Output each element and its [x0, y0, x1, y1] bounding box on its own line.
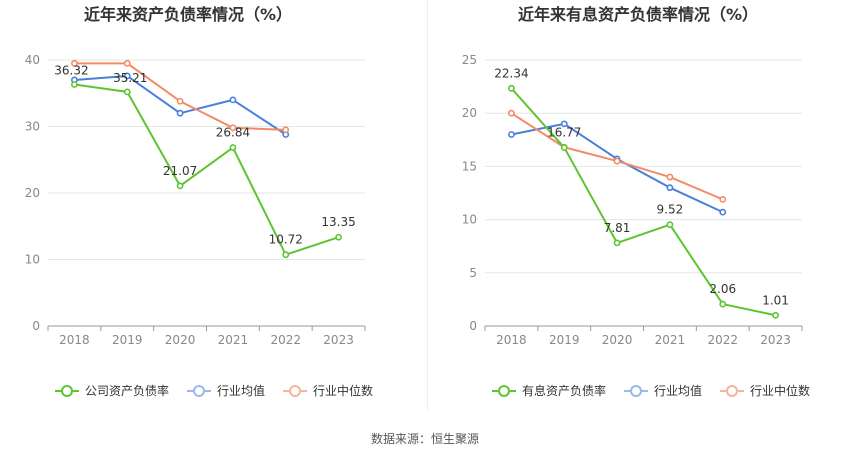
x-tick-label: 2023	[760, 333, 791, 347]
data-point	[282, 126, 290, 134]
x-tick-label: 2023	[323, 333, 354, 347]
y-tick-label: 40	[25, 53, 40, 67]
legend-item[interactable]: 行业均值	[624, 383, 702, 398]
legend-item[interactable]: 行业均值	[187, 383, 265, 398]
data-point	[335, 233, 342, 241]
data-point	[508, 109, 515, 117]
x-tick-label: 2022	[270, 333, 301, 347]
data-point	[229, 124, 237, 132]
legend-label: 有息资产负债率	[522, 383, 606, 398]
y-tick-label: 15	[462, 159, 477, 173]
data-point	[508, 131, 515, 138]
data-source: 数据来源：恒生聚源	[370, 432, 479, 446]
legend-label: 行业中位数	[750, 383, 810, 398]
legend-marker	[289, 385, 301, 397]
data-label: 7.81	[604, 221, 631, 235]
data-point	[282, 251, 290, 259]
data-point	[229, 144, 237, 151]
data-point	[71, 81, 78, 88]
data-point	[508, 84, 515, 92]
panel-divider	[427, 0, 428, 410]
data-label: 35.21	[113, 71, 147, 85]
data-point	[719, 195, 727, 203]
legend-marker	[498, 385, 510, 397]
data-label: 2.06	[709, 282, 736, 296]
legend-label: 行业均值	[654, 383, 702, 398]
data-point	[176, 182, 184, 190]
series-line	[74, 83, 339, 256]
data-point	[719, 300, 727, 308]
chart-interest-debt-ratio: 近年来有息资产负债率情况（%） 0 5 10 15 20 25 2018 2019 2020 202…	[462, 5, 810, 398]
chart-title: 近年来有息资产负债率情况（%）	[518, 5, 758, 24]
x-tick-label: 2018	[59, 333, 90, 347]
data-point	[176, 109, 184, 117]
data-point	[613, 157, 621, 165]
legend-label: 行业中位数	[313, 383, 373, 398]
data-label: 16.77	[547, 126, 581, 140]
x-tick-label: 2021	[218, 333, 249, 347]
x-tick-label: 2018	[496, 333, 527, 347]
legend-item[interactable]: 行业中位数	[720, 383, 810, 398]
x-tick-label: 2021	[655, 333, 686, 347]
series-line	[74, 74, 287, 136]
data-label: 22.34	[494, 66, 528, 80]
data-point	[560, 144, 568, 151]
data-point	[123, 88, 131, 96]
legend-item[interactable]: 公司资产负债率	[55, 383, 169, 398]
data-point	[666, 184, 674, 192]
data-point	[666, 173, 674, 181]
y-tick-label: 5	[469, 266, 477, 280]
data-label: 36.32	[54, 63, 88, 77]
chart-title: 近年来资产负债率情况（%）	[84, 5, 292, 24]
x-tick-label: 2022	[707, 333, 738, 347]
y-tick-label: 20	[462, 106, 477, 120]
data-point	[176, 97, 184, 105]
data-label: 13.35	[321, 215, 355, 229]
y-tick-label: 0	[469, 319, 477, 333]
data-point	[772, 311, 779, 319]
y-tick-label: 20	[25, 186, 40, 200]
data-label: 1.01	[762, 293, 789, 307]
data-label: 21.07	[163, 164, 197, 178]
x-tick-label: 2020	[602, 333, 633, 347]
series-line	[510, 87, 776, 317]
legend-item[interactable]: 有息资产负债率	[492, 383, 606, 398]
chart-debt-ratio: 近年来资产负债率情况（%） 0 10 20 30 40 2018 2019 2020 2021 20…	[25, 5, 373, 398]
data-point	[123, 59, 131, 67]
y-tick-label: 10	[462, 213, 477, 227]
legend-marker	[61, 385, 73, 397]
series-line	[511, 122, 724, 214]
legend-marker	[726, 385, 738, 397]
x-tick-label: 2019	[112, 333, 143, 347]
data-point	[123, 72, 131, 80]
legend-label: 行业均值	[217, 383, 265, 398]
y-tick-label: 0	[32, 319, 40, 333]
data-point	[229, 96, 237, 104]
y-tick-label: 30	[25, 120, 40, 134]
legend-marker	[630, 385, 642, 397]
data-label: 26.84	[216, 126, 250, 140]
series-line	[74, 62, 286, 131]
data-point	[560, 120, 568, 128]
x-tick-label: 2020	[165, 333, 196, 347]
data-point	[666, 221, 674, 229]
legend-marker	[193, 385, 205, 397]
data-point	[71, 59, 78, 67]
y-tick-label: 10	[25, 253, 40, 267]
legend-label: 公司资产负债率	[85, 383, 169, 398]
x-tick-label: 2019	[549, 333, 580, 347]
data-point	[613, 239, 621, 247]
y-tick-label: 25	[462, 53, 477, 67]
legend-item[interactable]: 行业中位数	[283, 383, 373, 398]
data-point	[719, 208, 727, 216]
data-label: 10.72	[269, 233, 303, 247]
data-label: 9.52	[657, 203, 684, 217]
